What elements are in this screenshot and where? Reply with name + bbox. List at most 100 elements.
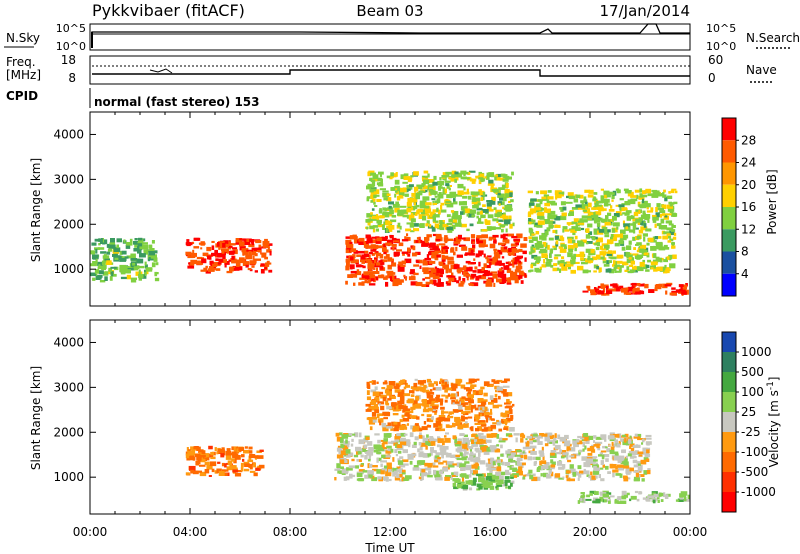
data-cell — [498, 187, 505, 190]
data-cell — [109, 242, 116, 245]
data-cell — [449, 193, 456, 198]
data-cell — [239, 245, 246, 251]
data-cell — [455, 177, 459, 181]
data-cell — [478, 217, 482, 223]
data-cell — [642, 447, 648, 451]
data-cell — [478, 179, 482, 185]
data-cell — [548, 237, 554, 241]
data-cell — [412, 245, 416, 251]
data-cell — [638, 195, 645, 200]
data-cell — [519, 275, 523, 279]
data-cell — [584, 189, 590, 193]
data-cell — [269, 251, 272, 256]
data-cell — [601, 219, 607, 222]
data-cell — [382, 426, 389, 432]
data-cell — [618, 440, 621, 445]
data-cell — [630, 195, 637, 198]
data-cell — [388, 441, 394, 444]
data-cell — [356, 254, 362, 257]
data-cell — [644, 437, 652, 440]
data-cell — [605, 286, 609, 291]
data-cell — [478, 433, 484, 436]
data-cell — [596, 254, 601, 259]
data-cell — [610, 446, 615, 451]
data-cell — [628, 240, 632, 245]
data-cell — [424, 453, 429, 458]
data-cell — [494, 254, 501, 259]
data-cell — [508, 277, 516, 281]
data-cell — [476, 221, 484, 224]
colorbar-tick-label: 12 — [741, 222, 756, 236]
data-cell — [483, 270, 488, 275]
data-cell — [553, 263, 558, 267]
data-cell — [436, 417, 440, 420]
data-cell — [371, 252, 375, 256]
data-cell — [621, 495, 627, 500]
data-cell — [515, 242, 519, 246]
velocity-plot-frame — [89, 319, 691, 515]
data-cell — [563, 246, 567, 249]
data-cell — [247, 268, 252, 271]
data-cell — [683, 284, 687, 290]
data-cell — [555, 242, 559, 247]
data-cell — [453, 264, 458, 270]
data-cell — [612, 451, 619, 455]
data-cell — [423, 379, 426, 384]
data-cell — [128, 256, 132, 259]
data-cell — [353, 282, 356, 286]
data-cell — [488, 272, 493, 276]
data-cell — [340, 450, 347, 456]
data-cell — [356, 269, 360, 274]
data-cell — [334, 477, 337, 481]
data-cell — [451, 174, 456, 178]
data-cell — [505, 417, 513, 421]
data-cell — [415, 204, 420, 208]
data-cell — [509, 192, 513, 197]
data-cell — [558, 192, 563, 195]
data-cell — [647, 219, 650, 223]
data-cell — [460, 211, 464, 215]
data-cell — [447, 256, 454, 261]
data-cell — [102, 255, 110, 259]
data-cell — [653, 493, 661, 498]
data-cell — [442, 441, 445, 446]
data-cell — [513, 433, 520, 436]
data-cell — [425, 205, 430, 209]
data-cell — [539, 216, 545, 220]
colorbar-swatch — [722, 372, 736, 392]
data-cell — [608, 250, 612, 254]
data-cell — [496, 434, 500, 439]
data-cell — [576, 438, 580, 443]
data-cell — [611, 288, 618, 292]
data-cell — [237, 261, 240, 264]
data-cell — [593, 196, 596, 201]
data-cell — [470, 262, 476, 265]
data-cell — [379, 174, 382, 177]
data-cell — [475, 450, 483, 453]
data-cell — [615, 286, 620, 292]
data-cell — [419, 200, 427, 205]
colorbar-tick-label: 8 — [741, 245, 749, 259]
data-cell — [430, 191, 435, 195]
data-cell — [461, 237, 466, 240]
data-cell — [150, 256, 155, 259]
data-cell — [616, 254, 624, 259]
data-cell — [588, 252, 594, 256]
data-cell — [408, 276, 416, 281]
data-cell — [409, 432, 414, 438]
data-cell — [539, 453, 545, 457]
data-cell — [618, 239, 624, 245]
data-cell — [475, 275, 480, 281]
data-cell — [612, 469, 619, 473]
data-cell — [596, 204, 602, 207]
data-cell — [403, 404, 407, 408]
data-cell — [477, 269, 485, 274]
data-cell — [641, 478, 645, 482]
data-cell — [491, 433, 498, 438]
data-cell — [451, 170, 457, 175]
data-cell — [498, 219, 504, 222]
data-cell — [543, 207, 547, 212]
data-cell — [422, 267, 429, 272]
data-cell — [570, 255, 576, 260]
data-cell — [673, 201, 678, 205]
